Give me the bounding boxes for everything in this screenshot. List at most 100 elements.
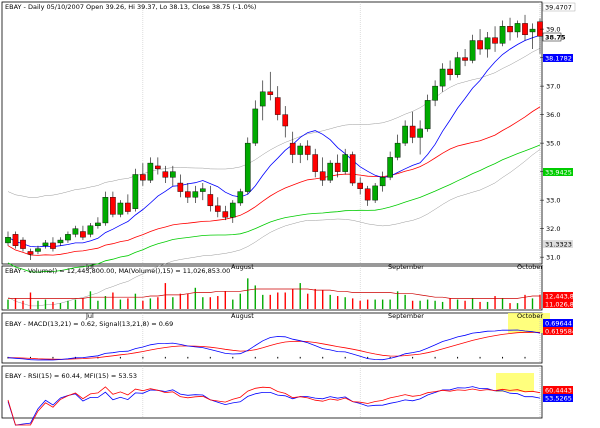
candle-body-14 xyxy=(110,197,116,215)
candle-body-70 xyxy=(529,28,536,33)
candle-body-44 xyxy=(334,162,341,172)
candle-body-45 xyxy=(342,154,349,172)
candle-body-20 xyxy=(155,165,161,169)
candle-body-21 xyxy=(162,171,169,178)
candle-body-51 xyxy=(387,157,393,178)
candle-body-64 xyxy=(484,37,491,50)
tag-macd: 0.69644 xyxy=(545,320,572,328)
macd-signal-line xyxy=(7,331,541,360)
month-october: October xyxy=(517,263,543,271)
volume-bars xyxy=(7,278,541,309)
candle-body-25 xyxy=(192,191,199,198)
candle-body-12 xyxy=(95,222,101,226)
macd-line xyxy=(7,329,541,361)
candle-body-32 xyxy=(244,142,251,192)
tag-ma-short: 38.1782 xyxy=(545,55,572,63)
bollinger-bands xyxy=(7,48,541,307)
candle-body-37 xyxy=(282,114,289,127)
candle-body-63 xyxy=(477,40,483,50)
candle-body-10 xyxy=(80,231,86,238)
candle-body-23 xyxy=(177,182,184,192)
tag-rsi: 60.4443 xyxy=(545,387,572,395)
candle-body-19 xyxy=(147,162,154,181)
candle-body-13 xyxy=(102,197,109,224)
candle-body-11 xyxy=(87,225,94,235)
volume-title: EBAY - Volume() = 12,443,800.00, MA(Volu… xyxy=(5,267,230,275)
month-jul-2: Jul xyxy=(85,312,94,320)
candle-body-55 xyxy=(417,128,423,138)
candle-body-50 xyxy=(379,177,386,187)
candle-body-35 xyxy=(267,91,274,95)
candle-body-1 xyxy=(12,234,19,246)
candle-body-39 xyxy=(297,145,304,155)
candle-body-8 xyxy=(65,234,71,241)
tag-ma-long: 33.9425 xyxy=(545,169,572,177)
rsi-title: EBAY - RSI(15) = 60.44, MFI(15) = 53.53 xyxy=(5,372,137,380)
candle-body-27 xyxy=(207,194,214,207)
tag-mfi: 53.5265 xyxy=(545,395,572,403)
candle-body-2 xyxy=(20,239,26,249)
candle-body-38 xyxy=(289,142,296,155)
candle-body-40 xyxy=(304,145,311,155)
macd-lines xyxy=(7,329,541,361)
candle-body-41 xyxy=(312,154,319,172)
candle-body-61 xyxy=(462,57,468,61)
candle-body-53 xyxy=(402,125,408,144)
candle-body-31 xyxy=(237,191,244,204)
tag-last: 38.75 xyxy=(545,34,566,42)
candle-body-5 xyxy=(42,242,49,246)
candle-body-30 xyxy=(229,202,236,218)
candle-body-59 xyxy=(447,68,453,75)
candle-body-17 xyxy=(132,174,139,209)
price-tick-label-0: 39.0 xyxy=(546,25,560,33)
ma-long-line xyxy=(7,144,541,273)
band-lower xyxy=(7,149,541,307)
band-upper xyxy=(7,48,541,198)
candle-body-24 xyxy=(185,191,191,198)
candle-body-68 xyxy=(514,23,521,33)
candle-body-58 xyxy=(439,68,446,87)
month-jul: Jul xyxy=(85,263,94,271)
volume-ma-line xyxy=(8,288,540,299)
tag-volume: 12,443,800 xyxy=(545,293,582,301)
candle-body-66 xyxy=(499,26,506,44)
rsi-line xyxy=(7,386,541,426)
price-tick-label-8: 31.0 xyxy=(546,253,560,261)
candle-body-52 xyxy=(394,142,401,158)
candle-body-33 xyxy=(252,108,259,144)
candle-body-9 xyxy=(72,228,79,235)
tag-volume-ma: 11,026,853 xyxy=(545,301,582,309)
candle-body-67 xyxy=(507,26,513,33)
ma-short-line xyxy=(7,34,541,248)
price-tick-label-3: 36.0 xyxy=(546,111,560,119)
candle-body-54 xyxy=(409,125,416,138)
tag-band-low: 31.3323 xyxy=(545,241,572,249)
candle-body-6 xyxy=(50,242,56,249)
candle-body-65 xyxy=(492,37,498,44)
candle-body-43 xyxy=(327,162,334,181)
candle-body-48 xyxy=(364,188,371,201)
candle-body-15 xyxy=(117,202,124,215)
price-tick-label-4: 35.0 xyxy=(546,139,560,147)
candle-body-60 xyxy=(454,57,461,75)
candle-body-42 xyxy=(319,171,326,181)
candle-body-4 xyxy=(35,248,41,252)
candle-body-28 xyxy=(214,205,221,212)
ma-mid-line xyxy=(7,106,541,256)
candle-body-34 xyxy=(259,91,266,107)
candle-body-57 xyxy=(432,85,438,101)
month-august: August xyxy=(231,263,254,271)
candle-body-29 xyxy=(222,211,229,218)
rsi-lines xyxy=(7,386,541,426)
chart-header: EBAY - Daily 05/10/2007 Open 39.26, Hi 3… xyxy=(5,3,256,11)
volume-panel xyxy=(1,265,543,311)
candle-body-16 xyxy=(125,202,131,212)
candle-body-69 xyxy=(522,23,528,36)
candle-body-18 xyxy=(140,174,146,181)
candle-body-62 xyxy=(469,40,476,61)
moving-averages xyxy=(7,34,541,273)
candle-body-26 xyxy=(199,188,206,192)
mfi-line xyxy=(7,386,541,426)
candle-body-22 xyxy=(170,171,176,178)
